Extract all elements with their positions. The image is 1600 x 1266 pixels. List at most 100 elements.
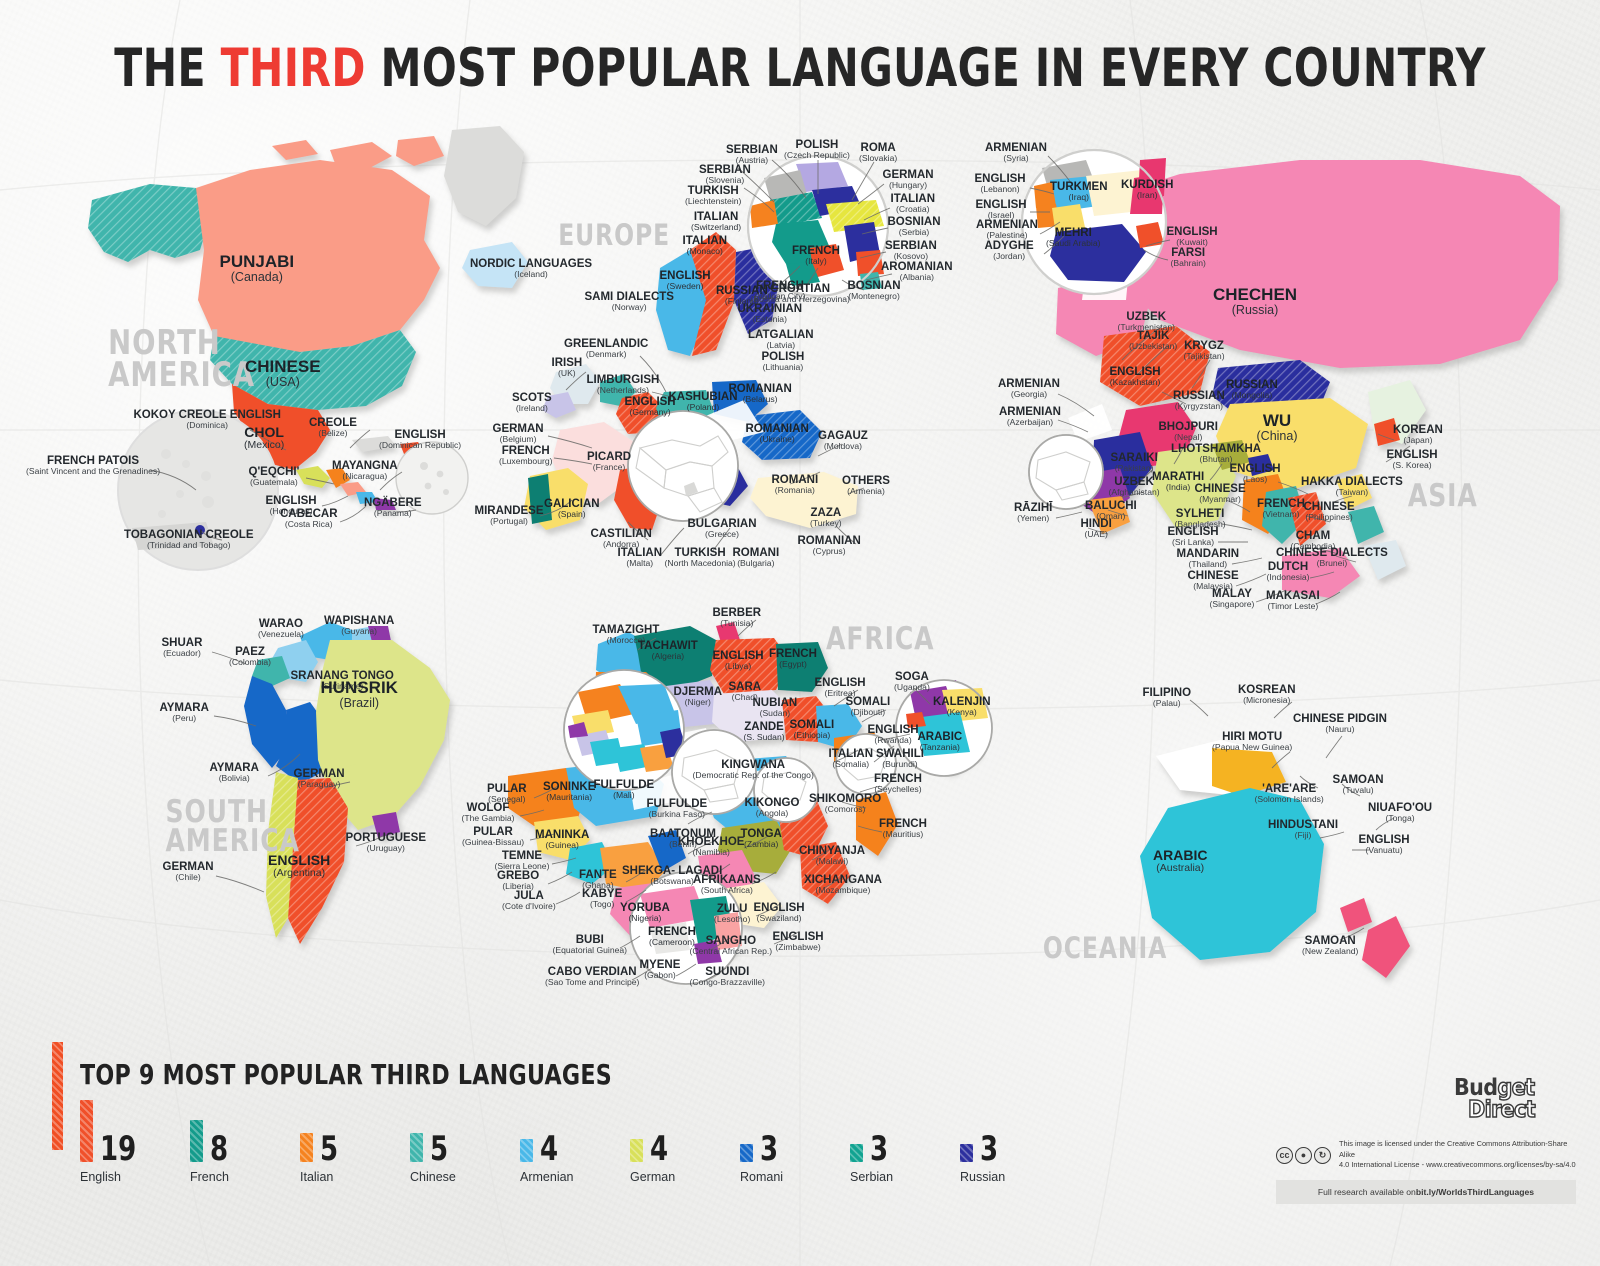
label-country: (Trinidad and Tobago)	[146, 540, 231, 551]
label-country: (Vanuatu)	[1365, 845, 1403, 856]
label-country: (UK)	[558, 368, 576, 379]
label-language: TACHAWIT	[638, 640, 698, 652]
map-label: RUSSIAN (Kyrgyzstan)	[1173, 390, 1225, 412]
label-language: ADYGHE	[984, 240, 1034, 252]
label-country: (Hungary)	[888, 180, 928, 191]
label-country: (Ghana)	[582, 880, 614, 891]
legend-bar	[740, 1144, 753, 1162]
label-language: GALICIAN	[544, 498, 600, 510]
map-label: KABYE (Togo)	[582, 888, 622, 910]
label-country: (Japan)	[1403, 435, 1433, 446]
label-country: (Turkmenistan)	[1117, 322, 1175, 333]
map-label: SERBIAN (Austria)	[726, 144, 778, 166]
label-country: (Austria)	[735, 155, 769, 166]
legend-accent-rule	[52, 1042, 63, 1150]
label-country: (Mauritania)	[546, 792, 593, 803]
map-label: SAMI DIALECTS (Norway)	[585, 291, 674, 313]
map-label: SONINKE (Mauritania)	[543, 781, 595, 803]
label-country: (Philippines)	[1305, 512, 1353, 523]
label-language: NUBIAN	[752, 697, 798, 709]
label-language: FRENCH	[879, 818, 927, 830]
label-country: (Lesotho)	[714, 914, 751, 925]
label-language: DUTCH	[1267, 561, 1309, 573]
label-language: ROMANIAN	[745, 423, 809, 435]
map-label: ITALIAN (Monaco)	[683, 235, 728, 257]
label-country: (Sao Tome and Principe)	[545, 977, 640, 988]
label-language: JULA	[513, 890, 544, 902]
label-country: (Congo-Brazzaville)	[689, 977, 765, 988]
label-country: (Kuwait)	[1176, 237, 1208, 248]
label-language: SRANANG TONGO	[290, 670, 394, 682]
legend-language-name: Armenian	[520, 1170, 574, 1184]
label-country: (Portugal)	[490, 516, 528, 527]
label-country: (Dominica)	[186, 420, 228, 431]
map-label: ENGLISH (Lebanon)	[975, 173, 1026, 195]
label-country: (UAE)	[1084, 529, 1108, 540]
map-label: KOKOY CREOLE ENGLISH (Dominica)	[134, 409, 281, 431]
label-country: (Guyana)	[341, 626, 378, 637]
label-language: SCOTS	[512, 392, 552, 404]
label-country: (Liechtenstein)	[685, 196, 742, 207]
map-label: LHOTSHAMKHA (Bhutan)	[1171, 443, 1261, 465]
map-label: AROMANIAN (Albania)	[881, 261, 953, 283]
map-label: SAMOAN (Tuvalu)	[1333, 774, 1384, 796]
creative-commons-notice: cc ● ↻ This image is licensed under the …	[1276, 1139, 1576, 1170]
label-language: ZANDE	[744, 721, 784, 733]
label-country: (Australia)	[1156, 862, 1205, 875]
label-language: AROMANIAN	[881, 261, 953, 273]
map-label: KINGWANA (Democratic Rep. of the Congo)	[693, 759, 814, 781]
label-language: SERBIAN	[699, 164, 751, 176]
label-language: ROMANIAN	[797, 535, 861, 547]
map-label: NIUAFO'OU (Tonga)	[1368, 802, 1432, 824]
research-url[interactable]: bit.ly/WorldsThirdLanguages	[1415, 1187, 1535, 1197]
label-language: ENGLISH	[1358, 834, 1410, 846]
map-label: KHOEKHOE (Namibia)	[678, 836, 744, 858]
map-label: HAKKA DIALECTS (Taiwan)	[1301, 476, 1403, 498]
label-country: (Monaco)	[686, 246, 723, 257]
map-label: ENGLISH (Rwanda)	[868, 724, 919, 746]
legend-language-name: Italian	[300, 1170, 334, 1184]
label-country: (Morocco)	[606, 635, 646, 646]
legend-language-name: Serbian	[850, 1170, 894, 1184]
map-label: BALUCHI (Oman)	[1085, 500, 1137, 522]
label-country: (S. Korea)	[1392, 460, 1432, 471]
label-language: ROMANI	[732, 547, 780, 559]
legend-count: 5	[320, 1129, 339, 1169]
map-label: UZBEK (Turkmenistan)	[1118, 311, 1175, 333]
label-country: (New Zealand)	[1302, 946, 1359, 957]
label-country: (Thailand)	[1188, 559, 1228, 570]
map-label: TACHAWIT (Algeria)	[638, 640, 698, 662]
label-language: ENGLISH	[772, 931, 824, 943]
label-country: (Eritrea)	[824, 688, 856, 699]
label-country: (Papua New Guinea)	[1212, 742, 1293, 753]
label-language: BALUCHI	[1085, 500, 1137, 512]
label-language: ENGLISH	[394, 429, 446, 441]
label-country: (Malawi)	[815, 856, 849, 867]
map-label: BULGARIAN (Greece)	[688, 518, 757, 540]
map-label: ROMANIAN (Cyprus)	[798, 535, 861, 557]
map-label: CHINESE (USA)	[245, 357, 321, 390]
label-language: FRENCH	[874, 773, 922, 785]
label-country: (Poland)	[686, 402, 720, 413]
label-country: (Democratic Rep. of the Congo)	[692, 770, 814, 781]
map-label: CABECAR (Costa Rica)	[280, 508, 338, 530]
map-label: PICARD (France)	[587, 451, 631, 473]
label-country: (Yemen)	[1017, 513, 1050, 524]
map-label: TEMNE (Sierra Leone)	[495, 850, 550, 872]
map-label: YORUBA (Nigeria)	[620, 902, 670, 924]
label-country: (Kazakhstan)	[1109, 377, 1161, 388]
budget-direct-logo[interactable]: Budget Direct	[1454, 1076, 1574, 1124]
map-label: SARAIKI (Pakistan)	[1111, 452, 1158, 474]
label-language: TOBAGONIAN CREOLE	[124, 529, 254, 541]
map-label: FARSI (Bahrain)	[1171, 247, 1206, 269]
label-language: KALENJIN	[933, 696, 991, 708]
label-country: (Nepal)	[1174, 432, 1203, 443]
label-language: OTHERS	[842, 475, 890, 487]
label-country: (Malaysia)	[1193, 581, 1233, 592]
research-link-banner[interactable]: Full research available on bit.ly/Worlds…	[1276, 1180, 1576, 1204]
map-label: ROMA (Slovakia)	[859, 142, 897, 164]
map-label: ROMANIAN (Ukraine)	[746, 423, 809, 445]
label-language: BOSNIAN	[847, 280, 901, 292]
world-map[interactable]: NORTH AMERICA SOUTH AMERICA EUROPE AFRICA AS…	[0, 0, 1600, 1030]
label-country: (Azerbaijan)	[1006, 417, 1054, 428]
